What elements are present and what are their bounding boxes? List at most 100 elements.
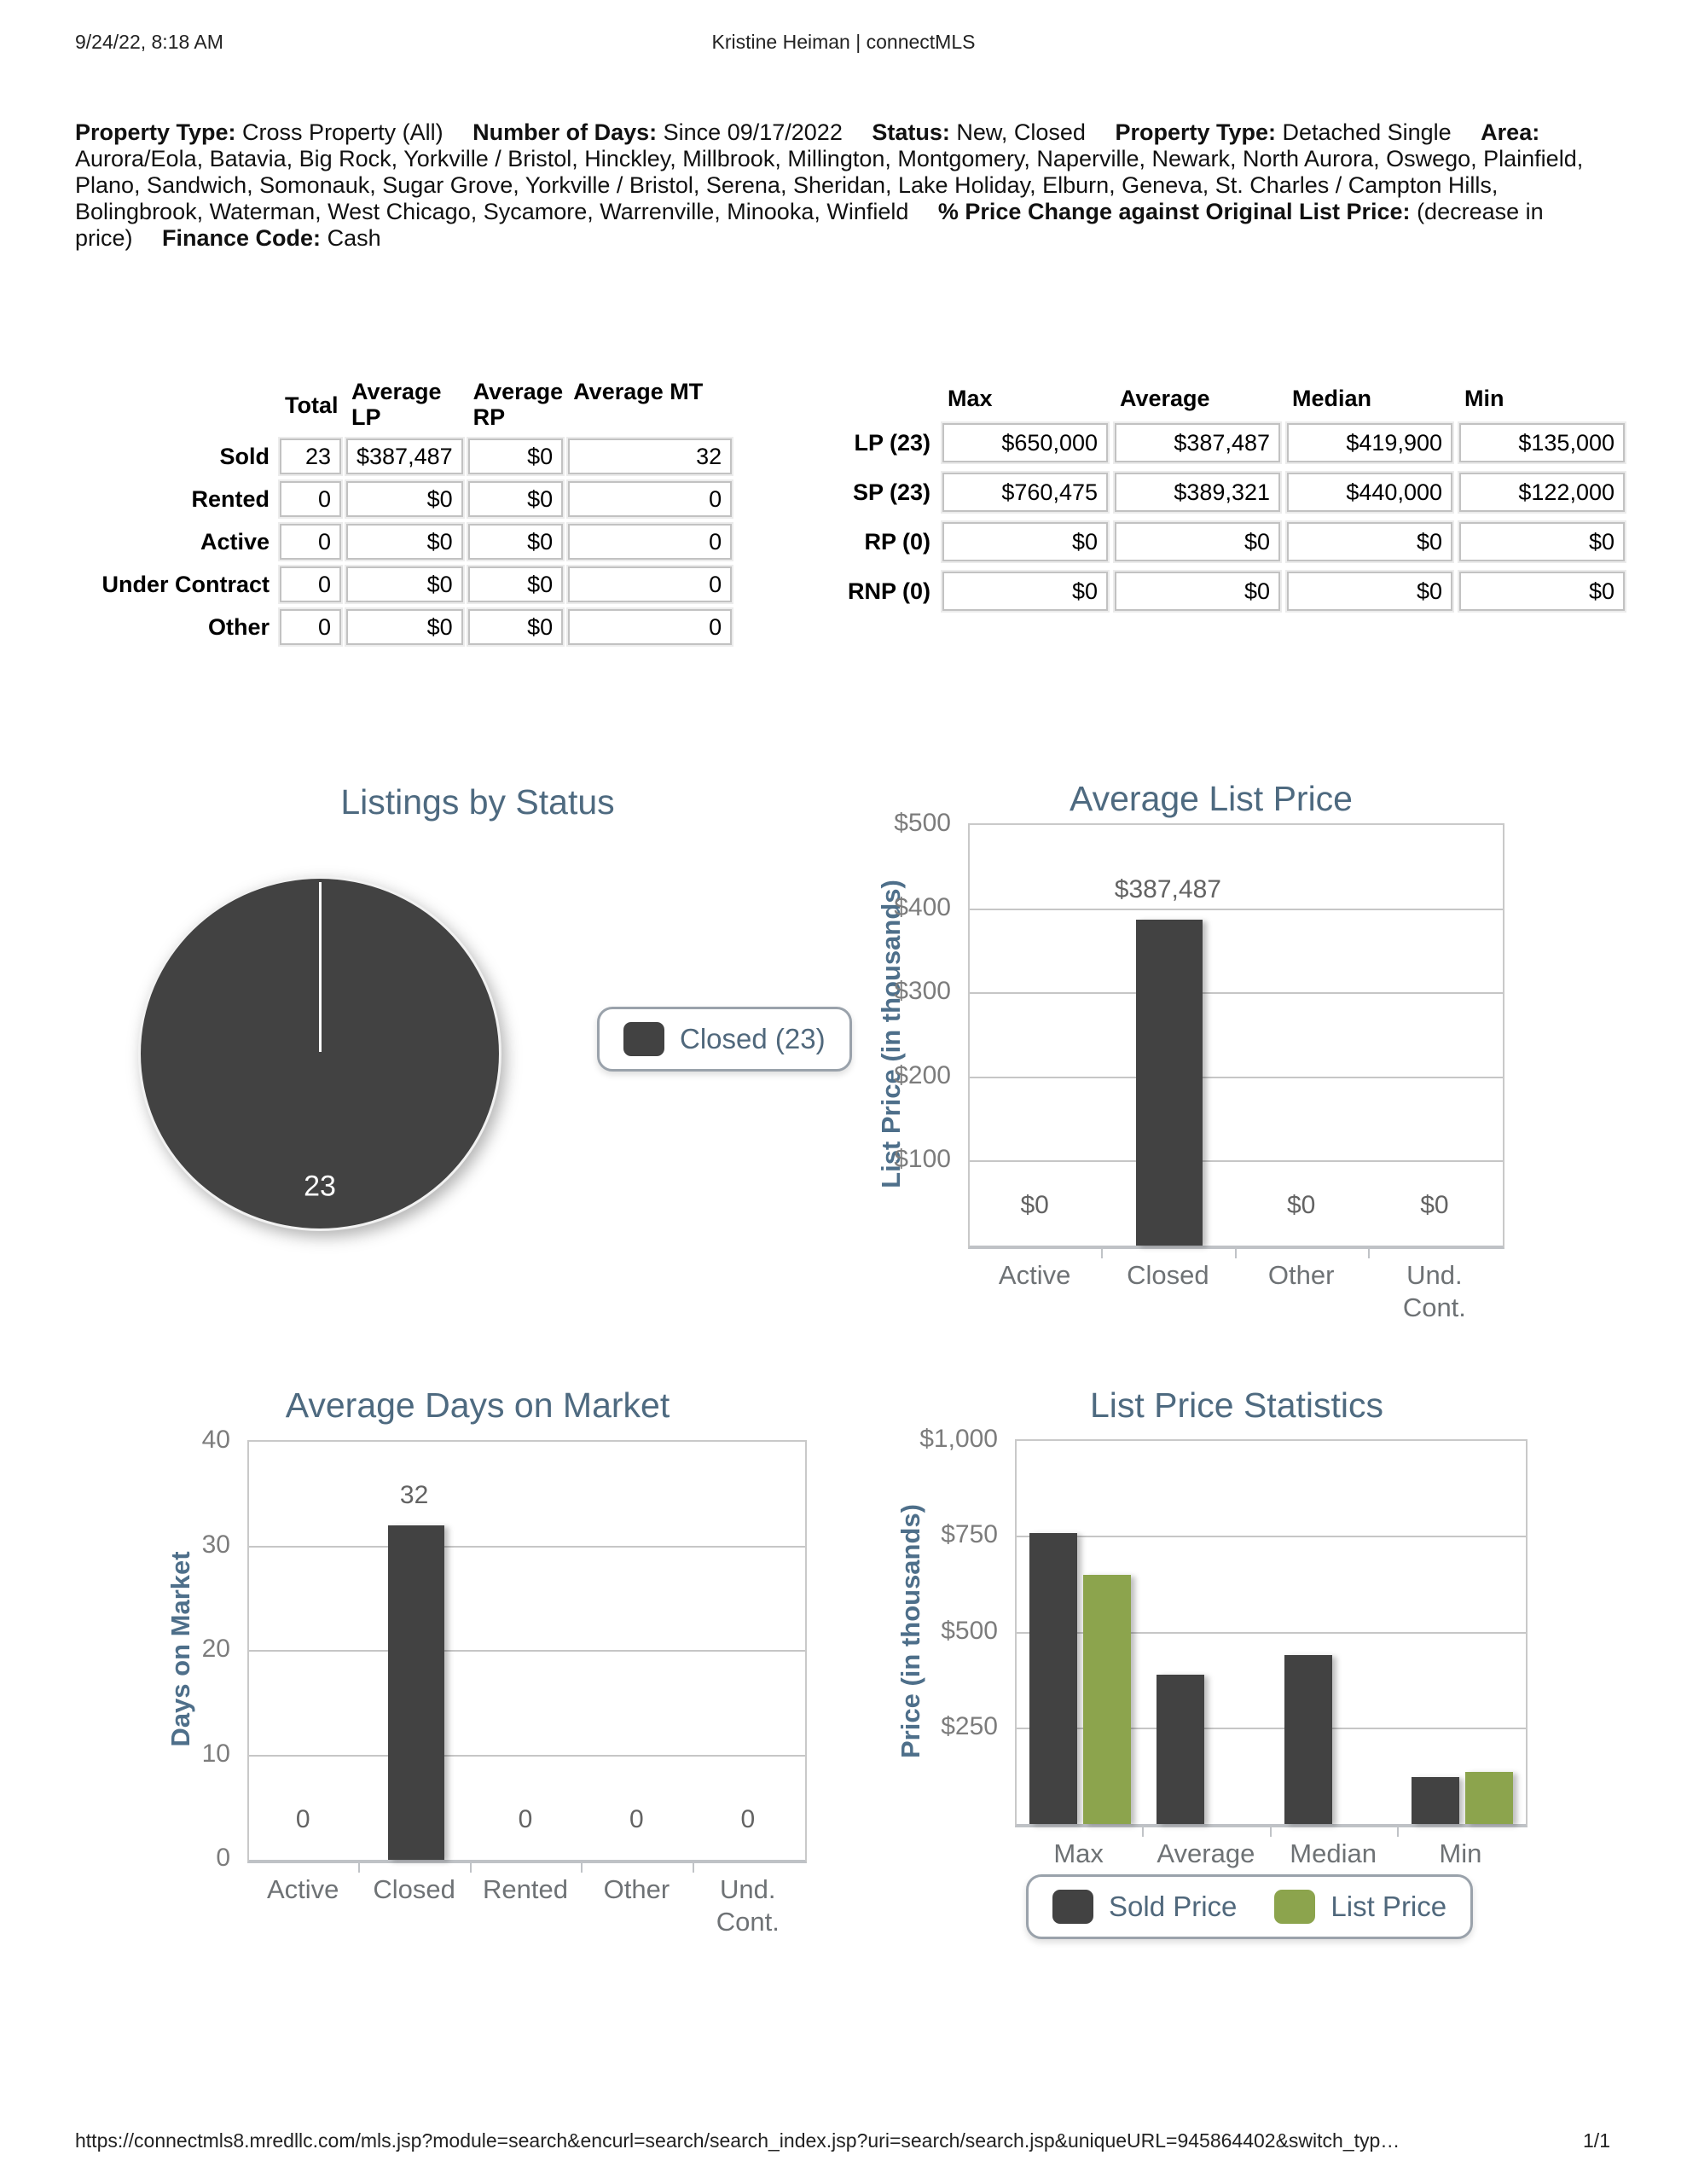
x-category-label: Active [998,1260,1071,1290]
bar-value-label: 0 [295,1805,310,1833]
column-header: Min [1464,386,1504,411]
table-row: Under Contract 0 $0 $0 0 [90,566,733,602]
chart-title: Listings by Status [340,782,615,822]
gridline [249,1754,805,1757]
pie-slice-closed: 23 [138,876,501,1231]
x-category-label: Und. Cont. [1402,1260,1466,1322]
legend-label: Closed (23) [680,1023,826,1054]
y-tick-label: $300 [894,977,951,1006]
table-row: SP (23) $760,475 $389,321 $440,000 $122,000 [841,473,1625,512]
value-cell: $0 [467,524,564,560]
y-tick-label: $250 [941,1711,998,1740]
column-header: Average [1120,386,1210,411]
bar-value-label: 0 [518,1805,533,1833]
plot-area [247,1440,807,1863]
row-label: Other [207,613,270,640]
bar-value-label: 32 [399,1481,429,1509]
legend-item: Closed (23) [623,1022,826,1056]
x-category-label: Closed [373,1874,455,1904]
pie-slice-divider [319,882,322,1052]
x-axis-tick [1142,1826,1145,1837]
criteria-label: % Price Change against Original List Pri… [937,199,1411,224]
x-category-label: Other [1267,1260,1335,1290]
value-cell: $0 [346,481,463,517]
table-row: RP (0) $0 $0 $0 $0 [841,522,1625,561]
table-row: LP (23) $650,000 $387,487 $419,900 $135,000 [841,423,1625,462]
value-cell: $0 [1459,522,1625,561]
x-category-label: Active [266,1874,339,1904]
x-axis-tick [1234,1247,1237,1258]
criteria-label: Property Type: [1115,119,1277,145]
plot-area [968,823,1504,1249]
value-cell: $387,487 [346,439,463,474]
bar-sold-price [1411,1777,1459,1824]
gridline [1017,1536,1526,1538]
row-label: SP (23) [852,479,930,505]
page-header-title: Kristine Heiman | connectMLS [711,31,976,53]
column-header: Average MT [573,379,704,404]
gridline [970,1160,1503,1163]
value-cell: $0 [1287,572,1452,611]
column-header: Average RP [472,379,564,430]
price-summary-table: Max Average Median Min LP (23) $650,000 $387,4… [834,375,1632,621]
y-tick-label: $500 [894,809,951,837]
x-axis-tick [1367,1247,1370,1258]
listings-by-status-chart: Listings by Status 23 Closed (23) [111,770,852,1308]
criteria-value: Aurora/Eola, Batavia, Big Rock, Yorkvill… [75,146,1584,224]
header-row: Max Average Median Min [841,386,1625,413]
value-cell: $0 [1115,572,1280,611]
value-cell: $0 [467,566,564,602]
criteria-value: (decrease in price) [75,199,1544,251]
bar-value-label: 0 [629,1805,644,1833]
value-cell: 0 [280,481,341,517]
gridline [249,1650,805,1652]
status-summary-table: Total Average LP Average RP Average MT Sold 2… [85,372,737,652]
x-axis-tick [469,1862,472,1873]
chart-title: List Price Statistics [1089,1385,1384,1425]
row-label: Active [200,528,270,555]
value-cell: $0 [346,524,463,560]
value-cell: $389,321 [1115,473,1280,512]
value-cell: 0 [568,524,733,560]
gridline [970,992,1503,995]
footer-page-number: 1/1 [1583,2129,1610,2152]
gridline [1017,1727,1526,1729]
value-cell: $0 [467,481,564,517]
criteria-label: Property Type: [75,119,236,145]
criteria-value: Detached Single [1276,119,1452,145]
value-cell: 0 [280,566,341,602]
x-category-label: Closed [1127,1260,1209,1290]
value-cell: 0 [280,609,341,645]
y-tick-label: 40 [201,1426,230,1454]
gridline [1017,1631,1526,1634]
table-body: Sold 23 $387,487 $0 32 Rented 0 $0 $0 0 Active 0 $0 $… [90,439,733,645]
bar-sold-price [1284,1655,1332,1824]
search-criteria: Property Type: Cross Property (All) Numb… [75,119,1610,252]
value-cell: $0 [1115,522,1280,561]
bar-value-label: $0 [1020,1191,1049,1219]
x-axis-tick [358,1862,361,1873]
table-row: Sold 23 $387,487 $0 32 [90,439,733,474]
x-category-label: Median [1290,1838,1377,1868]
criteria-label: Status: [872,119,950,145]
x-axis-tick [1396,1826,1399,1837]
value-cell: 0 [568,481,733,517]
bar-value-label: 0 [740,1805,756,1833]
value-cell: $760,475 [942,473,1108,512]
bar-sold-price [1029,1532,1078,1824]
y-tick-label: 0 [216,1844,230,1872]
print-timestamp: 9/24/22, 8:18 AM [75,31,223,53]
value-cell: $440,000 [1287,473,1452,512]
x-category-label: Rented [483,1874,568,1904]
y-tick-label: $200 [894,1060,951,1089]
x-axis-tick [1101,1247,1104,1258]
y-tick-label: $750 [941,1520,998,1549]
y-tick-label: 10 [201,1739,230,1768]
column-header: Max [948,386,993,411]
row-label: RP (0) [864,528,930,555]
x-category-label: Other [603,1874,670,1904]
header-row: Total Average LP Average RP Average MT [90,379,732,432]
y-tick-label: $500 [941,1616,998,1645]
bar-sold-price [1157,1675,1205,1824]
criteria-value: Since 09/17/2022 [657,119,843,145]
